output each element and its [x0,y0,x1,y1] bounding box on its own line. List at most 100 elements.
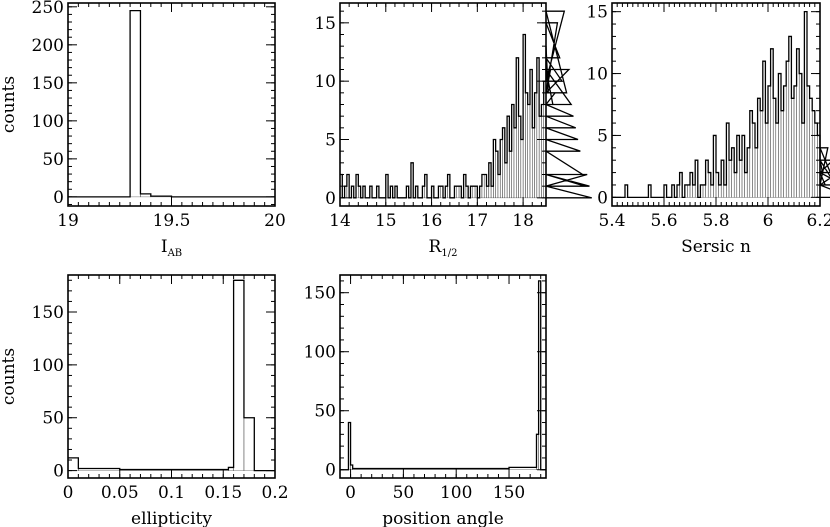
hist-bar [710,184,714,198]
hist-bar [410,162,414,199]
hist-bar [390,185,393,199]
histogram [340,280,546,471]
x-tick-label: 18 [512,211,534,231]
y-tick-label: 50 [42,150,64,170]
y-axis-label: counts [0,348,19,405]
x-axis-label: position angle [382,509,504,527]
y-tick-label: 100 [304,343,336,363]
x-tick-label: 0.15 [204,483,242,503]
hist-bar [358,185,361,199]
hist-bar [694,159,699,198]
hist-bar [723,184,727,198]
x-axis-label: ellipticity [131,509,212,527]
x-axis-label-main: ellipticity [131,509,212,527]
hist-bar [362,185,366,199]
y-tick-label: 150 [32,74,64,94]
hist-bar [718,184,722,198]
plot-frame [339,2,547,207]
hist-bar [765,122,769,198]
hist-bar [376,185,380,199]
hist-bar [733,172,738,198]
hist-bar [424,174,428,199]
hist-bar [713,135,717,198]
hist-bar [720,159,725,198]
hist-bar [520,139,524,199]
y-tick-label: 100 [32,112,64,132]
plot-frame [339,274,547,479]
hist-bar [346,174,350,199]
hist-bar [513,127,517,199]
hist-bar [775,122,779,198]
histogram-outline [340,10,592,199]
hist-bar [532,127,535,199]
panel-ellipticity: 0 0.05 0.1 0.15 0.2 0 50 100 150 ellipticity count… [0,274,289,527]
y-tick-label: 50 [42,409,64,429]
x-tick-label: 19.5 [153,211,191,231]
x-axis-label-main: R [429,237,443,257]
hist-bar [150,195,172,198]
panel-r12: 14 15 16 17 18 0 5 10 15 R1/2 [314,2,592,259]
hist-bar [791,98,795,198]
y-tick-label: 0 [597,188,608,208]
y-tick-label: 150 [32,303,64,323]
x-tick-label: 50 [393,483,415,503]
x-tick-label: 16 [421,211,443,231]
histogram [67,279,275,472]
x-axis-label-sub: 1/2 [441,248,457,259]
histogram-outline [340,280,546,471]
axes-ticks [339,275,546,478]
hist-bar [538,115,542,199]
hist-bar [488,162,492,199]
plot-frame [67,2,276,207]
y-tick-label: 250 [32,0,64,18]
hist-bar [543,80,547,199]
hist-bar [754,147,758,198]
hist-bar [394,185,398,199]
x-tick-label: 5.8 [702,211,729,231]
y-tick-label: 0 [325,189,336,209]
hist-bar [243,417,255,471]
hist-bar [339,174,343,199]
hist-bar [472,185,476,199]
hist-bar [801,122,805,198]
x-tick-label: 17 [467,211,489,231]
hist-bar [739,159,743,198]
hist-bar [431,185,435,199]
y-tick-label: 5 [325,131,336,151]
hist-bar [793,85,797,198]
hist-bar [67,457,79,471]
y-tick-label: 0 [53,188,64,208]
x-axis-label: R1/2 [429,237,458,259]
histogram [612,11,830,198]
axes-ticks [67,275,276,478]
x-tick-label: 0 [63,483,74,503]
y-tick-label: 200 [32,36,64,56]
hist-bar [679,172,683,198]
y-tick-label: 5 [597,126,608,146]
y-tick-label: 10 [586,65,608,85]
x-axis-label-main: position angle [382,509,504,527]
y-tick-label: 50 [314,402,336,422]
x-tick-label: 15 [375,211,397,231]
x-tick-label: 0.2 [261,483,288,503]
y-tick-label: 150 [304,284,336,304]
hist-bar [440,185,444,199]
hist-bar [385,174,389,199]
histogram-outline [68,9,275,198]
x-tick-label: 6.2 [806,211,830,231]
x-tick-label: 14 [329,211,351,231]
y-tick-label: 15 [586,3,608,23]
y-tick-label: 15 [314,14,336,34]
y-tick-label: 100 [32,356,64,376]
hist-bar [474,185,478,199]
hist-bar [671,184,675,198]
hist-bar [809,98,813,198]
hist-bar [759,110,764,198]
histogram [339,10,592,199]
panel-pa: 0 50 100 150 0 50 100 150 position angle [304,274,547,527]
hist-bar [447,174,451,199]
hist-bar [741,135,745,198]
hist-bar [744,172,748,198]
axes-ticks [339,3,546,206]
x-tick-label: 0.1 [158,483,185,503]
